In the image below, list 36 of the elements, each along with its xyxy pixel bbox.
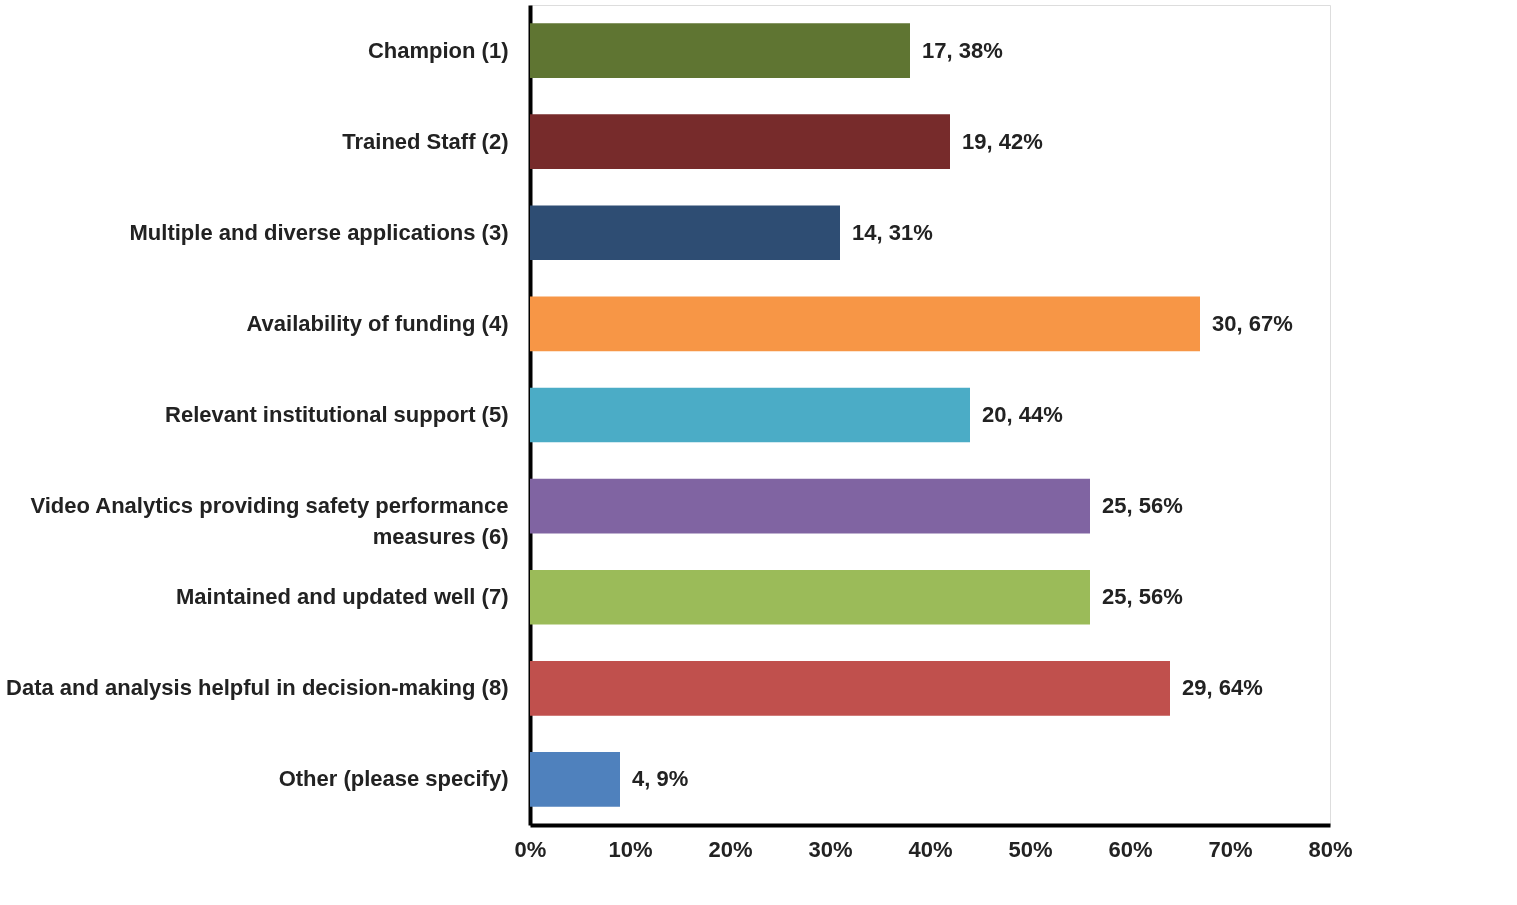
bar	[530, 387, 970, 443]
bar	[530, 205, 840, 261]
y-tick-label: Data and analysis helpful in decision-making (8)	[6, 675, 509, 701]
y-tick-label: Champion (1)	[367, 37, 509, 63]
y-tick-label: Relevant institutional support (5)	[165, 402, 509, 427]
data-label: 25, 56%	[1102, 493, 1183, 519]
data-label: 20, 44%	[982, 402, 1063, 427]
y-tick-label: Video Analytics providing safety performance measures (6)	[30, 493, 509, 550]
x-tick-label: 20%	[708, 836, 753, 862]
x-tick-label: 60%	[1108, 836, 1153, 862]
y-tick-label: Trained Staff (2)	[342, 128, 509, 154]
data-label: 30, 67%	[1212, 310, 1293, 336]
bar	[530, 752, 620, 807]
y-tick-label: Maintained and updated well (7)	[176, 584, 509, 610]
bar	[530, 569, 1090, 625]
x-tick-label: 80%	[1308, 836, 1353, 862]
bar	[530, 478, 1090, 534]
data-label: 4, 9%	[632, 766, 689, 792]
y-tick-label: Availability of funding (4)	[246, 310, 509, 336]
x-tick-label: 30%	[808, 836, 853, 862]
y-tick-label: Other (please specify)	[278, 766, 509, 792]
bar	[530, 661, 1170, 716]
data-label: 14, 31%	[852, 219, 933, 245]
data-label: 25, 56%	[1102, 584, 1183, 610]
y-tick-label: Multiple and diverse applications (3)	[129, 219, 509, 245]
data-label: 19, 42%	[962, 128, 1043, 154]
x-tick-label: 10%	[608, 836, 653, 862]
x-tick-label: 50%	[1008, 836, 1053, 862]
x-tick-label: 70%	[1208, 836, 1253, 862]
bar	[530, 296, 1200, 352]
data-label: 29, 64%	[1182, 675, 1263, 701]
x-tick-label: 40%	[908, 836, 953, 862]
bar	[530, 114, 950, 169]
bar	[530, 23, 910, 78]
x-tick-label: 0%	[514, 836, 547, 862]
data-label: 17, 38%	[922, 37, 1003, 63]
